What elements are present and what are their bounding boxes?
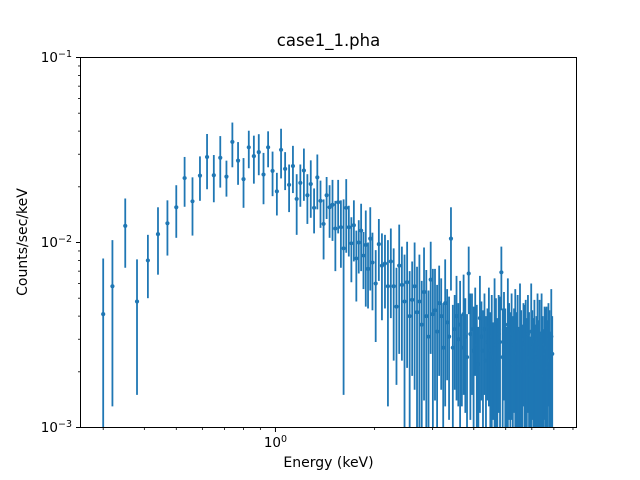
y-tick-label: 10−3	[40, 419, 72, 436]
y-tick-label: 10−2	[40, 234, 72, 251]
data-series	[101, 122, 555, 428]
x-tick-label: 100	[263, 434, 288, 451]
plot-frame	[80, 57, 577, 428]
x-axis-label: Energy (keV)	[283, 455, 374, 471]
chart-title: case1_1.pha	[276, 31, 381, 50]
y-tick-label: 10−1	[40, 49, 72, 66]
